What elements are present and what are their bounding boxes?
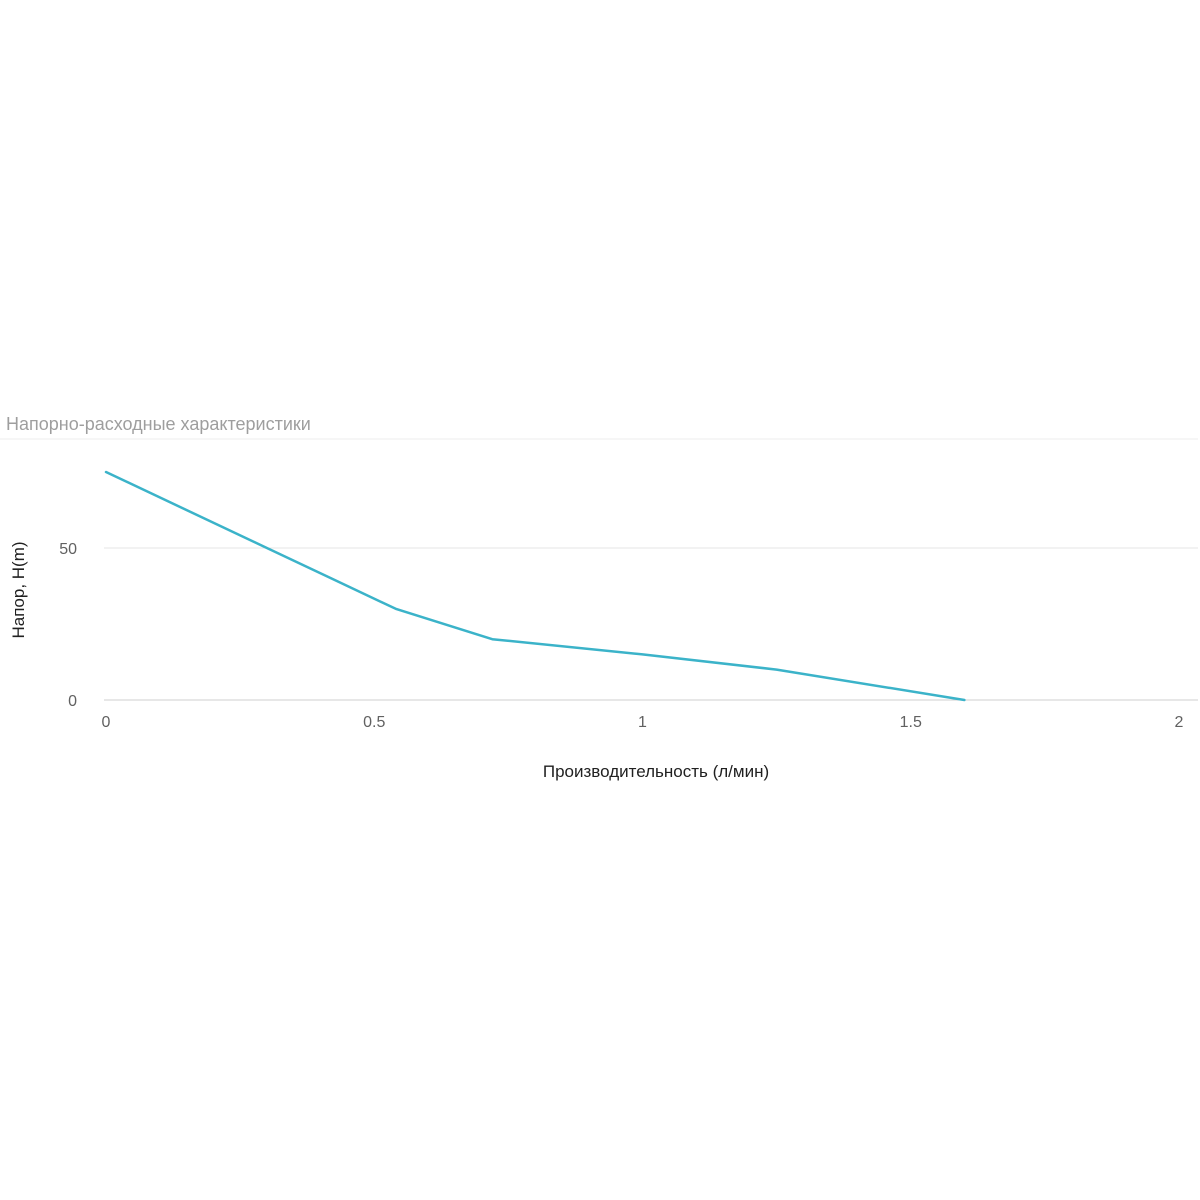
series-line — [104, 470, 966, 702]
x-tick-label: 1 — [638, 714, 647, 731]
x-tick-label: 1.5 — [900, 714, 922, 731]
y-axis-label: Напор, H(m) — [9, 541, 28, 638]
y-tick-label: 0 — [68, 693, 77, 710]
y-axis-ticks: 0 50 — [59, 541, 77, 710]
x-axis-ticks: 0 0.5 1 1.5 2 — [102, 714, 1184, 731]
series-group — [104, 470, 966, 702]
chart-title: Напорно-расходные характеристики — [6, 414, 311, 434]
grid — [104, 547, 1198, 701]
y-tick-label: 50 — [59, 541, 77, 558]
x-tick-label: 0.5 — [363, 714, 385, 731]
x-tick-label: 2 — [1175, 714, 1184, 731]
x-tick-label: 0 — [102, 714, 111, 731]
x-axis-label: Производительность (л/мин) — [543, 762, 769, 781]
